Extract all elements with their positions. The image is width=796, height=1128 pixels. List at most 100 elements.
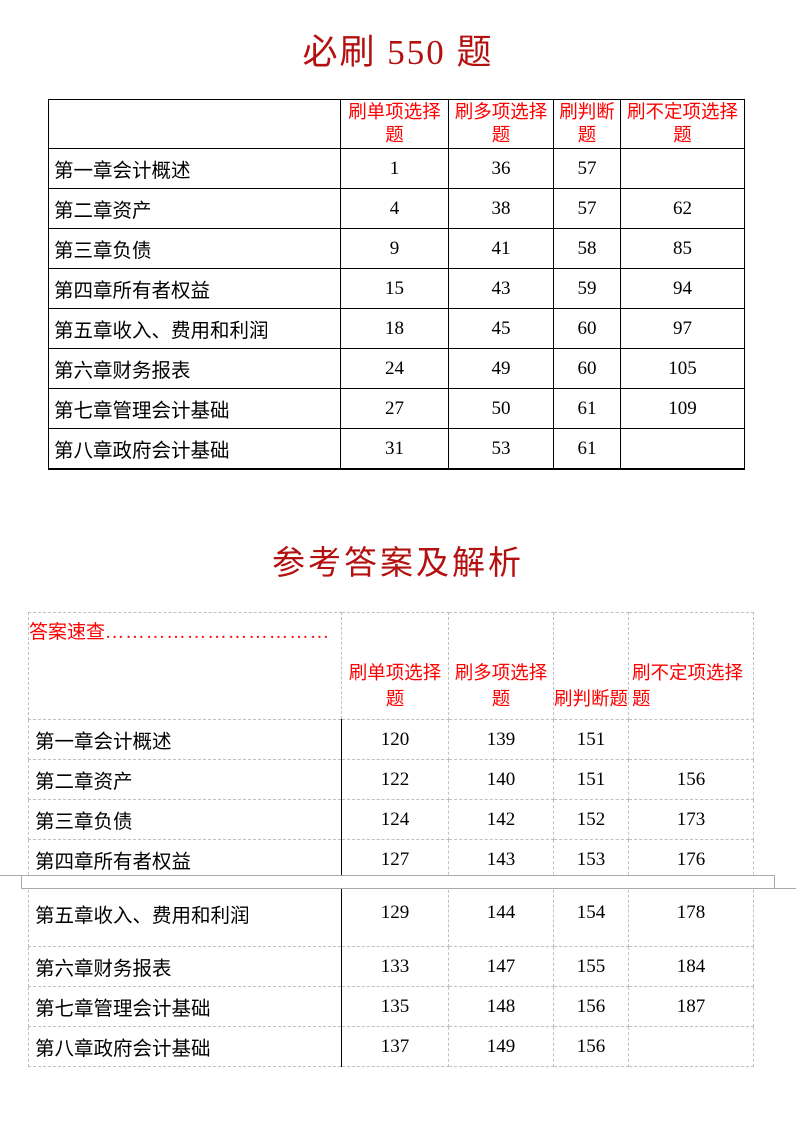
page-judge: 59: [553, 268, 621, 309]
page-judge: 58: [553, 228, 621, 269]
chapter-name: 第六章财务报表: [28, 946, 342, 987]
page-judge: 152: [553, 799, 629, 840]
header-judgement: 刷判断题: [553, 99, 621, 149]
page-indefinite: 187: [628, 986, 754, 1027]
page-single: 15: [340, 268, 449, 309]
table-row: 第五章收入、费用和利润 129 144 154 178: [28, 879, 754, 947]
page-indefinite: [628, 1026, 754, 1067]
page-single: 24: [340, 348, 449, 389]
page-single: 120: [341, 719, 449, 760]
page-indefinite: 176: [628, 839, 754, 880]
header-multi-choice: 刷多项选择题: [448, 612, 554, 720]
chapter-name: 第七章管理会计基础: [28, 986, 342, 1027]
page-judge: 155: [553, 946, 629, 987]
page-title-answers: 参考答案及解析: [272, 546, 524, 582]
table-row: 第一章会计概述 1 36 57: [48, 148, 745, 189]
quickref-label: 答案速查: [29, 622, 106, 643]
page-single: 133: [341, 946, 449, 987]
chapter-name: 第七章管理会计基础: [48, 388, 341, 429]
page-multi: 144: [448, 879, 554, 947]
header-judgement: 刷判断题: [553, 612, 629, 720]
chapter-name: 第八章政府会计基础: [28, 1026, 342, 1067]
page-judge: 154: [553, 879, 629, 947]
page-indefinite: [628, 719, 754, 760]
page-indefinite: [620, 428, 745, 470]
chapter-name: 第五章收入、费用和利润: [48, 308, 341, 349]
page-multi: 139: [448, 719, 554, 760]
page-judge: 156: [553, 986, 629, 1027]
page-single: 4: [340, 188, 449, 229]
page-multi: 142: [448, 799, 554, 840]
page-multi: 36: [448, 148, 554, 189]
table-header-row: 答案速查…………………………… 刷单项选择题 刷多项选择题 刷判断题 刷不定项选…: [28, 612, 754, 720]
page-indefinite: 97: [620, 308, 745, 349]
page-multi: 149: [448, 1026, 554, 1067]
table-row: 第四章所有者权益 15 43 59 94: [48, 268, 745, 309]
page-single: 124: [341, 799, 449, 840]
page-indefinite: 94: [620, 268, 745, 309]
header-single-choice: 刷单项选择题: [340, 99, 449, 149]
page-single: 127: [341, 839, 449, 880]
page-judge: 60: [553, 308, 621, 349]
page-judge: 151: [553, 719, 629, 760]
table-row: 第五章收入、费用和利润 18 45 60 97: [48, 308, 745, 349]
page-judge: 156: [553, 1026, 629, 1067]
header-chapter: [48, 99, 341, 149]
page-single: 18: [340, 308, 449, 349]
chapter-name: 第三章负债: [48, 228, 341, 269]
page-judge: 153: [553, 839, 629, 880]
page-multi: 43: [448, 268, 554, 309]
page-single: 129: [341, 879, 449, 947]
page-multi: 50: [448, 388, 554, 429]
header-single-choice: 刷单项选择题: [341, 612, 449, 720]
table-row: 第二章资产 122 140 151 156: [28, 759, 754, 800]
header-indefinite-choice: 刷不定项选择题: [628, 612, 754, 720]
chapter-name: 第六章财务报表: [48, 348, 341, 389]
table-row: 第一章会计概述 120 139 151: [28, 719, 754, 760]
chapter-name: 第四章所有者权益: [48, 268, 341, 309]
page-multi: 147: [448, 946, 554, 987]
answers-index-table: 答案速查…………………………… 刷单项选择题 刷多项选择题 刷判断题 刷不定项选…: [28, 612, 754, 1067]
page-indefinite: 62: [620, 188, 745, 229]
page-judge: 60: [553, 348, 621, 389]
page-single: 31: [340, 428, 449, 470]
table-row: 第三章负债 124 142 152 173: [28, 799, 754, 840]
table-row: 第七章管理会计基础 135 148 156 187: [28, 986, 754, 1027]
page-multi: 45: [448, 308, 554, 349]
page-multi: 140: [448, 759, 554, 800]
page-judge: 57: [553, 188, 621, 229]
page-multi: 53: [448, 428, 554, 470]
leader-dots: ……………………………: [105, 622, 331, 643]
page-indefinite: 173: [628, 799, 754, 840]
table-row: 第四章所有者权益 127 143 153 176: [28, 839, 754, 880]
page-title-main: 必刷 550 题: [302, 33, 494, 72]
chapter-name: 第二章资产: [48, 188, 341, 229]
table-row: 第八章政府会计基础 137 149 156: [28, 1026, 754, 1067]
page-multi: 148: [448, 986, 554, 1027]
page-indefinite: 156: [628, 759, 754, 800]
page-single: 27: [340, 388, 449, 429]
page-judge: 61: [553, 428, 621, 470]
page-multi: 38: [448, 188, 554, 229]
page-judge: 151: [553, 759, 629, 800]
table-header-row: 刷单项选择题 刷多项选择题 刷判断题 刷不定项选择题: [48, 99, 745, 149]
chapter-name: 第一章会计概述: [28, 719, 342, 760]
header-multi-choice: 刷多项选择题: [448, 99, 554, 149]
chapter-name: 第八章政府会计基础: [48, 428, 341, 470]
chapter-name: 第三章负债: [28, 799, 342, 840]
table-row: 第八章政府会计基础 31 53 61: [48, 428, 745, 470]
page-indefinite: [620, 148, 745, 189]
page-single: 1: [340, 148, 449, 189]
page-indefinite: 105: [620, 348, 745, 389]
chapter-name: 第五章收入、费用和利润: [28, 879, 342, 947]
questions-index-table: 刷单项选择题 刷多项选择题 刷判断题 刷不定项选择题 第一章会计概述 1 36 …: [48, 99, 745, 470]
table-row: 第二章资产 4 38 57 62: [48, 188, 745, 229]
page-indefinite: 85: [620, 228, 745, 269]
page-indefinite: 178: [628, 879, 754, 947]
page-judge: 57: [553, 148, 621, 189]
header-indefinite-choice: 刷不定项选择题: [620, 99, 745, 149]
chapter-name: 第二章资产: [28, 759, 342, 800]
quickref-label-cell: 答案速查……………………………: [28, 612, 342, 720]
page-single: 122: [341, 759, 449, 800]
table-row: 第六章财务报表 24 49 60 105: [48, 348, 745, 389]
